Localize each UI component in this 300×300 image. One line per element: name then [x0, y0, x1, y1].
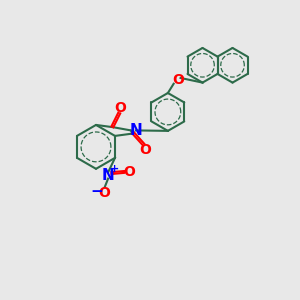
Text: +: + — [110, 164, 119, 174]
Text: N: N — [130, 123, 142, 138]
Text: O: O — [123, 165, 135, 179]
Text: O: O — [172, 73, 184, 87]
Text: N: N — [102, 168, 114, 183]
Text: O: O — [139, 143, 151, 157]
Text: O: O — [99, 186, 110, 200]
Text: −: − — [91, 184, 103, 199]
Text: O: O — [114, 101, 126, 115]
